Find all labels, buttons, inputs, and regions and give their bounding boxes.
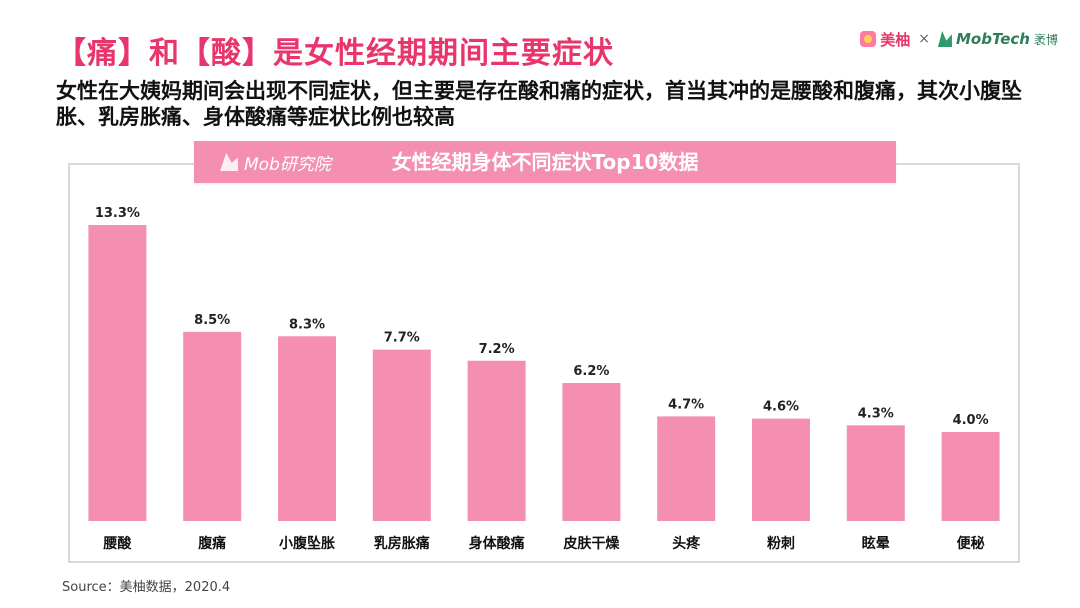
mobtech-logo: MobTech 袤博 xyxy=(937,30,1058,48)
chart-title: 女性经期身体不同症状Top10数据 xyxy=(391,150,699,174)
meiyou-logo: 美柚 xyxy=(860,29,910,50)
mobtech-icon xyxy=(937,31,952,47)
category-label: 腹痛 xyxy=(198,535,226,552)
category-label: 便秘 xyxy=(957,535,985,552)
bar-value-label: 8.3% xyxy=(289,317,325,332)
bar-7 xyxy=(657,416,716,521)
bar-value-label: 4.6% xyxy=(763,400,799,415)
mob-research-brand-text: Mob研究院 xyxy=(244,154,331,175)
bar-4 xyxy=(372,349,431,521)
category-label: 乳房胀痛 xyxy=(374,535,430,552)
bar-9 xyxy=(846,425,905,521)
bar-value-label: 4.7% xyxy=(668,397,704,412)
bar-2 xyxy=(183,331,242,521)
mob-research-brand: Mob研究院 xyxy=(220,141,331,183)
bar-10 xyxy=(941,431,1000,521)
category-label: 皮肤干燥 xyxy=(562,535,620,552)
chart-frame: 13.3% 腰酸 8.5% 腹痛 8.3% 小腹坠胀 7.7% 乳房胀痛 7.2% 身体酸痛 6.2… xyxy=(68,163,1020,563)
logo-separator: × xyxy=(918,31,930,47)
page-subtitle: 女性在大姨妈期间会出现不同症状，但主要是存在酸和痛的症状，首当其冲的是腰酸和腹痛… xyxy=(56,79,1022,129)
bar-value-label: 6.2% xyxy=(573,364,609,379)
chart-banner: 女性经期身体不同症状Top10数据 Mob研究院 xyxy=(194,141,896,183)
category-label: 小腹坠胀 xyxy=(279,535,335,552)
mobtech-logo-cn-text: 袤博 xyxy=(1033,32,1058,47)
category-label: 粉刺 xyxy=(767,535,795,552)
meiyou-icon xyxy=(860,31,877,47)
logo-group: 美柚 × MobTech 袤博 xyxy=(860,28,1058,50)
category-label: 头疼 xyxy=(672,535,701,552)
bar-3 xyxy=(278,336,336,521)
bar-8 xyxy=(752,418,810,521)
source-note: Source：美柚数据，2020.4 xyxy=(62,580,231,595)
meiyou-logo-text: 美柚 xyxy=(880,30,911,49)
mob-research-icon xyxy=(220,153,238,171)
bar-1 xyxy=(88,225,147,521)
bar-value-label: 4.3% xyxy=(858,406,894,421)
category-label: 腰酸 xyxy=(102,535,132,552)
category-label: 眩晕 xyxy=(862,535,890,552)
mobtech-logo-text: MobTech xyxy=(955,30,1030,48)
bar-chart: 13.3% 腰酸 8.5% 腹痛 8.3% 小腹坠胀 7.7% 乳房胀痛 7.2% 身体酸痛 6.2… xyxy=(88,206,1000,552)
bar-value-label: 7.2% xyxy=(479,342,515,357)
bar-5 xyxy=(467,360,526,521)
bar-value-label: 13.3% xyxy=(95,206,140,221)
bar-value-label: 7.7% xyxy=(384,331,420,346)
bar-value-label: 4.0% xyxy=(953,413,989,428)
bar-value-label: 8.5% xyxy=(194,313,230,328)
bar-6 xyxy=(562,383,621,521)
page-title: 【痛】和【酸】是女性经期期间主要症状 xyxy=(56,36,614,71)
category-label: 身体酸痛 xyxy=(469,535,525,552)
